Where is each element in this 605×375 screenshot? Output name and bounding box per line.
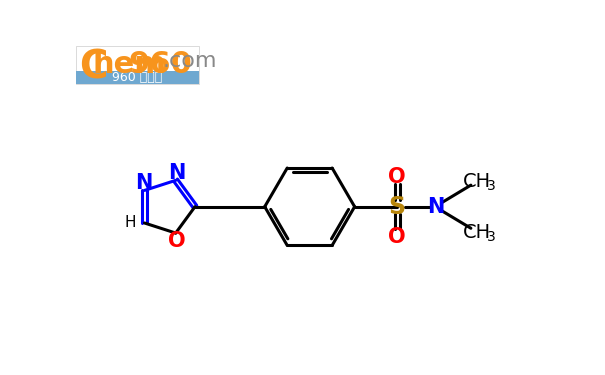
Text: C: C bbox=[79, 49, 107, 87]
Text: S: S bbox=[388, 195, 406, 219]
Text: 960: 960 bbox=[128, 50, 192, 79]
Text: 3: 3 bbox=[488, 230, 496, 244]
Text: H: H bbox=[125, 216, 136, 231]
Text: .com: .com bbox=[162, 51, 217, 71]
Text: hem: hem bbox=[93, 50, 166, 79]
Text: O: O bbox=[168, 231, 186, 251]
Text: 960 化工网: 960 化工网 bbox=[113, 71, 163, 84]
Text: CH: CH bbox=[463, 172, 491, 191]
Text: N: N bbox=[135, 173, 152, 193]
Text: O: O bbox=[388, 227, 406, 247]
Text: CH: CH bbox=[463, 223, 491, 242]
Text: 3: 3 bbox=[488, 179, 496, 193]
Text: N: N bbox=[168, 163, 185, 183]
Text: O: O bbox=[388, 166, 406, 187]
FancyBboxPatch shape bbox=[76, 46, 199, 84]
FancyBboxPatch shape bbox=[76, 71, 199, 84]
Text: N: N bbox=[427, 197, 445, 217]
